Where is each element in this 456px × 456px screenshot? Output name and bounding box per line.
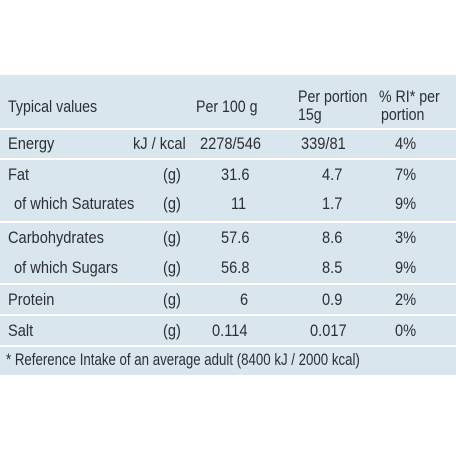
row-ri: 2% [395, 290, 417, 309]
row-name: Protein [8, 290, 55, 309]
table-row: Carbohydrates (g) 57.6 8.6 3% [0, 224, 456, 252]
row-per-100g: 56.8 [221, 258, 250, 277]
table-row: Energy kJ / kcal 2278/546 339/81 4% [0, 130, 456, 158]
row-name: Salt [8, 321, 34, 340]
row-per-portion: 0.017 [310, 321, 347, 340]
table-row: Protein (g) 6 0.9 2% [0, 285, 456, 313]
table-row: of which Saturates (g) 11 1.7 9% [0, 189, 456, 217]
row-per-100g: 2278/546 [200, 134, 261, 153]
header-ri-portion: portion [381, 106, 425, 124]
row-per-100g: 0.114 [212, 321, 248, 340]
row-per-100g: 11 [231, 194, 247, 213]
row-unit: (g) [163, 194, 181, 213]
table-row: Salt (g) 0.114 0.017 0% [0, 316, 456, 344]
row-per-portion: 4.7 [322, 165, 343, 184]
table-header: Typical values Per 100 g Per portion 15g… [0, 75, 456, 130]
row-ri: 9% [395, 258, 417, 277]
row-name: of which Saturates [14, 194, 135, 213]
row-per-100g: 57.6 [221, 228, 250, 247]
row-unit: (g) [163, 165, 181, 184]
divider [0, 345, 456, 347]
row-unit: kJ / kcal [133, 134, 186, 153]
row-ri: 9% [395, 194, 417, 213]
row-name: of which Sugars [14, 258, 119, 277]
divider [0, 221, 456, 223]
row-name: Fat [8, 165, 30, 184]
row-name: Carbohydrates [8, 228, 104, 247]
row-unit: (g) [163, 321, 181, 340]
nutrition-table: Typical values Per 100 g Per portion 15g… [0, 75, 456, 375]
divider [0, 283, 456, 285]
row-per-portion: 0.9 [322, 290, 343, 309]
divider [0, 128, 456, 130]
row-ri: 4% [395, 134, 417, 153]
row-ri: 3% [395, 228, 417, 247]
row-per-portion: 1.7 [322, 194, 343, 213]
header-per-portion: Per portion [298, 88, 368, 106]
footnote: * Reference Intake of an average adult (… [6, 350, 360, 369]
row-unit: (g) [163, 228, 181, 247]
footnote-row: * Reference Intake of an average adult (… [0, 347, 456, 373]
row-name: Energy [8, 134, 55, 153]
row-per-portion: 8.5 [322, 258, 343, 277]
row-per-100g: 6 [240, 290, 249, 309]
header-per-100g: Per 100 g [196, 98, 258, 116]
row-unit: (g) [163, 290, 181, 309]
header-portion-size: 15g [298, 106, 322, 124]
row-per-portion: 339/81 [301, 134, 346, 153]
table-row: of which Sugars (g) 56.8 8.5 9% [0, 252, 456, 280]
row-ri: 0% [395, 321, 417, 340]
table-row: Fat (g) 31.6 4.7 7% [0, 161, 456, 189]
row-unit: (g) [163, 258, 181, 277]
divider [0, 158, 456, 160]
divider [0, 314, 456, 316]
header-typical-values: Typical values [8, 98, 98, 116]
row-per-portion: 8.6 [322, 228, 343, 247]
header-ri-per: % RI* per [379, 88, 440, 106]
row-per-100g: 31.6 [221, 165, 250, 184]
row-ri: 7% [395, 165, 417, 184]
